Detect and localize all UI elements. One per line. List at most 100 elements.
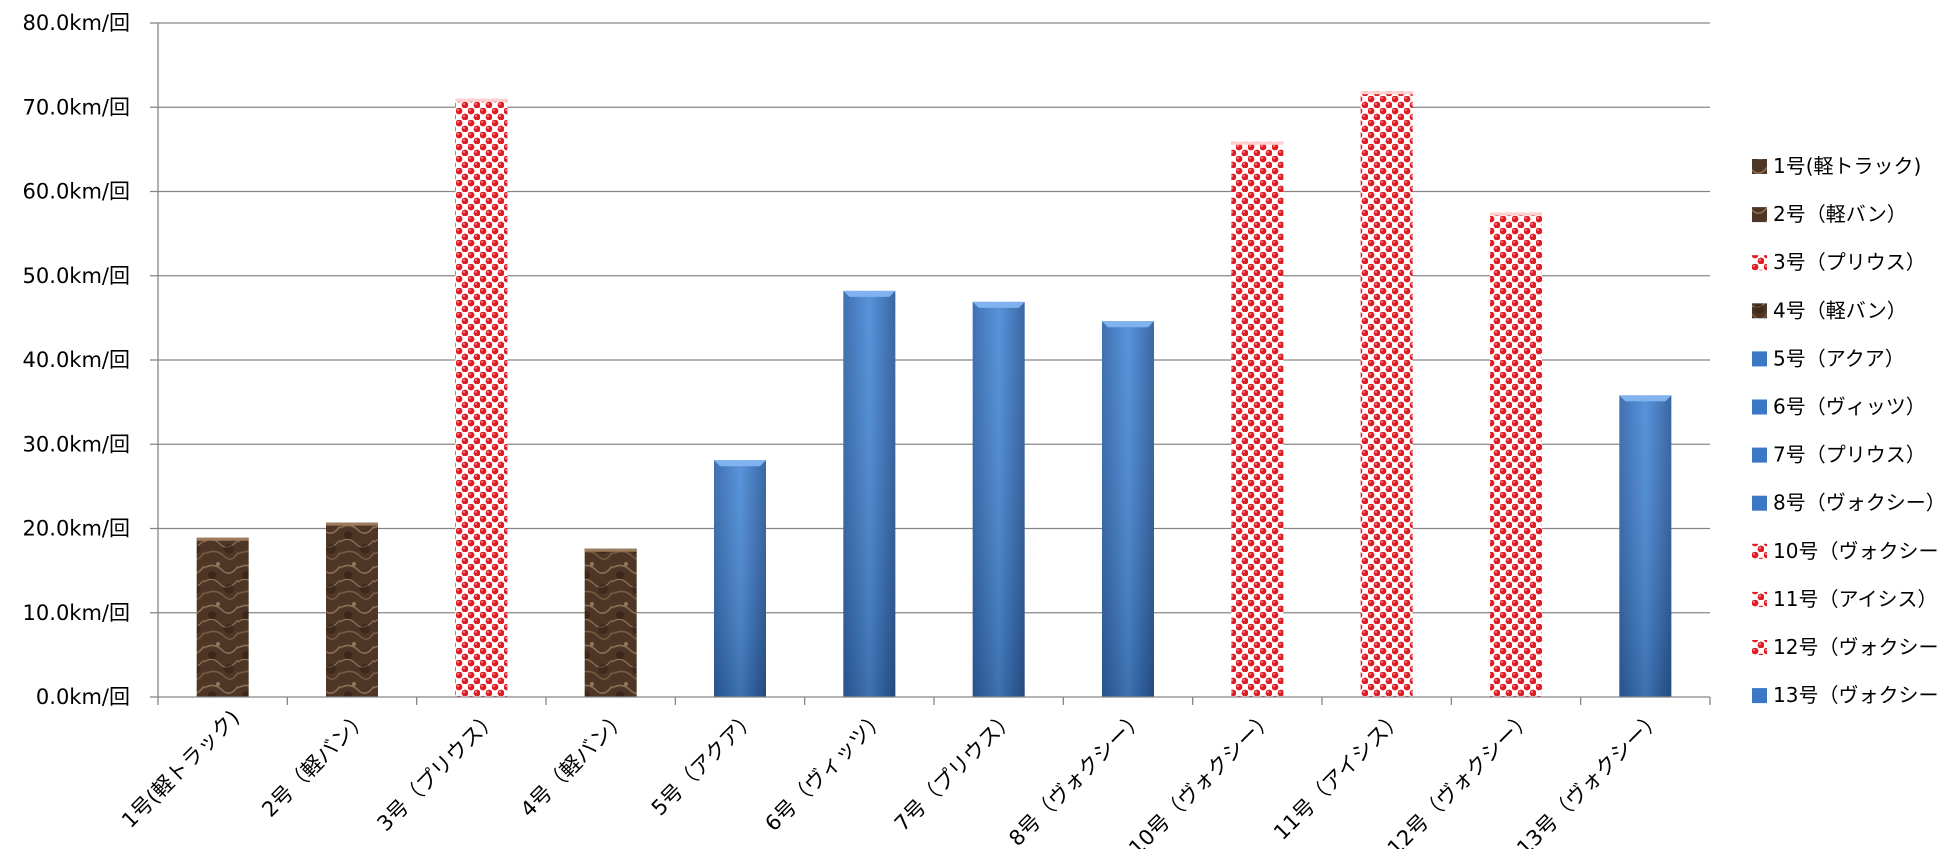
legend-label: 11号（アイシス） [1773, 587, 1937, 611]
gridlines [150, 22, 1710, 698]
x-tick-label: 12号（ヴォクシー） [1383, 706, 1538, 849]
legend-item: 12号（ヴォクシー） [1752, 635, 1938, 659]
legend-item: 5号（アクア） [1752, 346, 1905, 370]
x-tick-label: 2号（軽バン） [257, 706, 373, 822]
y-tick-label: 0.0km/回 [36, 685, 130, 709]
legend-swatch [1752, 591, 1767, 607]
bar-body [1490, 212, 1542, 697]
bar-bevel [584, 548, 637, 552]
bar-bevel [1102, 321, 1154, 328]
legend-item: 1号(軽トラック) [1752, 154, 1921, 178]
legend-item: 8号（ヴォクシー） [1752, 491, 1938, 515]
bar [714, 460, 766, 697]
legend-label: 6号（ヴィッツ） [1773, 395, 1926, 419]
x-tick-label: 6号（ヴィッツ） [760, 706, 890, 836]
bar-bevel [1360, 91, 1413, 95]
y-tick-label: 50.0km/回 [23, 264, 130, 288]
legend-label: 10号（ヴォクシー） [1773, 539, 1938, 563]
y-tick-label: 80.0km/回 [23, 11, 130, 35]
legend-swatch [1752, 351, 1767, 367]
legend-label: 4号（軽バン） [1773, 298, 1907, 322]
bar-body [196, 537, 249, 697]
y-tick-label: 20.0km/回 [23, 517, 130, 541]
axes [157, 23, 1711, 705]
y-tick-label: 60.0km/回 [23, 180, 130, 204]
x-tick-label: 4号（軽バン） [516, 706, 632, 822]
legend-label: 13号（ヴォクシー） [1773, 683, 1938, 707]
bar-body [584, 548, 637, 697]
legend-label: 7号（プリウス） [1773, 443, 1926, 467]
legend-swatch [1752, 543, 1767, 559]
bar-bevel [843, 290, 896, 297]
bar [196, 537, 249, 697]
legend-item: 13号（ヴォクシー） [1752, 683, 1938, 707]
bar [1102, 321, 1154, 697]
legend-item: 3号（プリウス） [1752, 250, 1926, 274]
legend-item: 6号（ヴィッツ） [1752, 395, 1926, 419]
legend-item: 7号（プリウス） [1752, 443, 1926, 467]
legend-swatch [1752, 399, 1767, 415]
x-tick-label: 13号（ヴォクシー） [1512, 706, 1667, 849]
x-tick-label: 8号（ヴォクシー） [1004, 706, 1149, 849]
y-tick-label: 40.0km/回 [23, 348, 130, 372]
legend-swatch [1752, 159, 1767, 174]
legend-label: 3号（プリウス） [1773, 250, 1926, 274]
x-tick-label: 10号（ヴォクシー） [1124, 706, 1279, 849]
bar [1231, 141, 1284, 698]
bar-bevel [326, 522, 378, 526]
bar-shade [1619, 395, 1672, 697]
legend-swatch [1752, 207, 1767, 223]
bar [1490, 212, 1542, 697]
legend-label: 5号（アクア） [1773, 346, 1905, 370]
legend-swatch [1752, 255, 1767, 271]
bar-bevel [972, 301, 1025, 308]
bar [972, 301, 1025, 697]
y-axis-tick-labels: 0.0km/回 10.0km/回 20.0km/回 30.0km/回 40.0km/回 5… [23, 11, 130, 709]
bar [455, 98, 508, 697]
bar-shade [972, 301, 1025, 697]
bars [196, 91, 1672, 698]
legend-swatch [1752, 688, 1767, 704]
bar-shade [843, 290, 896, 697]
x-tick-label: 5号（アクア） [647, 706, 762, 821]
x-tick-label: 11号（アイシス） [1269, 706, 1408, 845]
legend-swatch [1752, 447, 1767, 463]
legend-item: 10号（ヴォクシー） [1752, 539, 1938, 563]
bar-body [1360, 91, 1413, 698]
legend-item: 11号（アイシス） [1752, 587, 1937, 611]
y-tick-label: 70.0km/回 [23, 95, 130, 119]
legend-item: 4号（軽バン） [1752, 298, 1907, 322]
bar [326, 522, 378, 697]
legend-swatch [1752, 303, 1767, 319]
x-axis-category-labels: 1号(軽トラック) 2号（軽バン）3号（プリウス） 4号（軽バン） 5号（アクア）6号… [117, 706, 1667, 849]
y-tick-label: 30.0km/回 [23, 432, 130, 456]
bar-bevel [714, 460, 766, 467]
bar-bevel [1490, 212, 1542, 216]
legend: 1号(軽トラック) 2号（軽バン） 3号（プリウス） 4号（軽バン） 5号（アクア） 6号… [1752, 154, 1938, 707]
bar-bevel [455, 98, 508, 102]
bar-body [1231, 141, 1284, 698]
legend-item: 2号（軽バン） [1752, 202, 1907, 226]
y-tick-label: 10.0km/回 [23, 601, 130, 625]
bar-body [326, 522, 378, 697]
bar-body [455, 98, 508, 697]
legend-label: 1号(軽トラック) [1773, 154, 1921, 178]
legend-label: 12号（ヴォクシー） [1773, 635, 1938, 659]
bar [1360, 91, 1413, 698]
bar-bevel [1231, 141, 1284, 145]
legend-swatch [1752, 495, 1767, 511]
bar-shade [714, 460, 766, 697]
legend-label: 8号（ヴォクシー） [1773, 491, 1938, 515]
bar [1619, 395, 1672, 697]
x-tick-label: 7号（プリウス） [890, 706, 1020, 836]
x-tick-label: 3号（プリウス） [372, 706, 502, 836]
bar [843, 290, 896, 697]
legend-label: 2号（軽バン） [1773, 202, 1907, 226]
x-tick-label: 1号(軽トラック) [117, 706, 244, 833]
legend-swatch [1752, 640, 1767, 655]
bar-bevel [196, 537, 249, 541]
bar-shade [1102, 321, 1154, 697]
bar-bevel [1619, 395, 1672, 402]
bar [584, 548, 637, 697]
